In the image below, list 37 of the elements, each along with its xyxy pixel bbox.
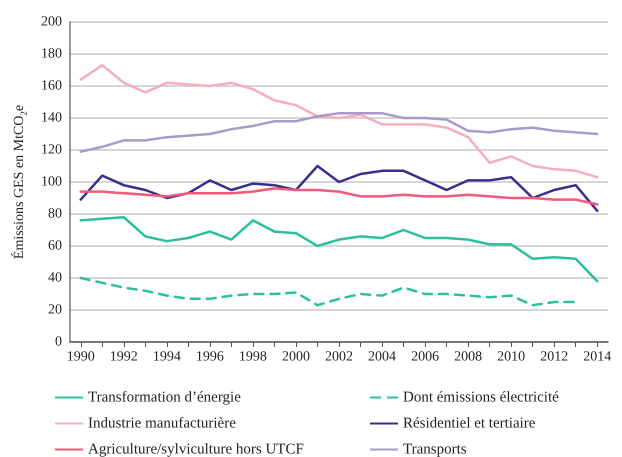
legend-label: Industrie manufacturière [88,416,236,432]
line-series [80,187,598,206]
legend-label: Transports [403,442,467,457]
y-tick-label: 140 [41,110,62,126]
x-tick-label: 1992 [110,350,138,364]
y-tick-label: 0 [55,334,62,350]
y-tick-label: 100 [41,174,62,190]
x-tick-label: 2014 [583,350,612,364]
x-tick-label: 2006 [411,350,440,364]
x-tick-label: 2012 [540,350,568,364]
line-series [80,164,598,212]
line-series [80,112,598,153]
line-series [80,216,598,282]
x-tick-label: 1994 [152,350,181,364]
x-tick-label: 2004 [368,350,396,364]
x-tick-label: 1990 [66,350,95,364]
legend-label: Transformation d’énergie [88,390,242,406]
y-tick-label: 180 [41,46,62,62]
y-tick-label: 120 [41,142,62,158]
y-tick-label: 40 [48,270,62,286]
legend-label: Agriculture/sylviculture hors UTCF [88,442,304,457]
y-tick-label: 60 [48,238,62,254]
legend-label: Résidentiel et tertiaire [403,416,536,432]
x-tick-label: 2000 [282,350,310,364]
y-tick-label: 160 [41,78,62,94]
x-tick-label: 1998 [238,350,267,364]
y-tick-label: 20 [48,302,62,318]
x-tick-label: 2008 [454,350,482,364]
line-series [80,64,598,178]
legend-label: Dont émissions électricité [403,390,560,406]
y-tick-label: 200 [41,14,62,30]
y-axis-title: Émissions GES en MtCO2e [10,104,28,260]
x-tick-label: 2010 [497,350,526,364]
x-tick-label: 1996 [196,350,224,364]
line-series [80,276,577,306]
x-tick-label: 2002 [325,350,353,364]
y-tick-label: 80 [48,206,62,222]
